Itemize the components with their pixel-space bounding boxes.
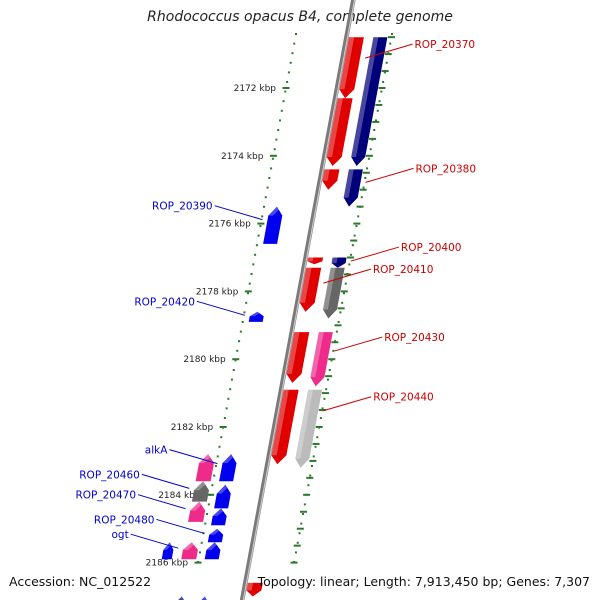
gene-arrow[interactable] xyxy=(326,98,353,166)
gene-label[interactable]: ROP_20400 xyxy=(401,242,462,254)
gene-label-leader xyxy=(130,533,179,549)
gene-track xyxy=(161,37,388,600)
gene-arrow-shine xyxy=(249,311,263,317)
gene-label-leader xyxy=(365,167,414,183)
gene-arrow-shine xyxy=(206,542,220,550)
gene-arrow[interactable] xyxy=(191,481,209,502)
ruler-label: 2176 kbp xyxy=(208,220,251,230)
gene-label[interactable]: ROP_20460 xyxy=(79,469,140,481)
genome-backbone xyxy=(239,0,356,600)
gene-arrow[interactable] xyxy=(188,501,206,522)
gene-arrow-shine xyxy=(216,484,231,494)
gene-label[interactable]: ROP_20420 xyxy=(134,296,195,308)
gene-arrow-shine xyxy=(322,169,330,181)
gene-arrow[interactable] xyxy=(322,169,340,190)
gene-arrow-shine xyxy=(343,169,354,198)
gene-arrow[interactable] xyxy=(343,169,363,207)
gene-arrow-shine xyxy=(182,542,198,550)
gene-labels: ROP_20370 ROP_20380 ROP_20390 ROP_20400 ROP_… xyxy=(75,39,477,549)
gene-arrow-shine xyxy=(310,332,324,378)
gene-arrow[interactable] xyxy=(211,508,227,526)
gene-arrow[interactable] xyxy=(323,267,345,319)
gene-label[interactable]: ogt xyxy=(112,529,129,541)
gene-arrow[interactable] xyxy=(219,454,237,482)
gene-arrow[interactable] xyxy=(161,542,174,560)
ruler-label: 2174 kbp xyxy=(221,152,264,162)
gene-label[interactable]: ROP_20430 xyxy=(384,332,445,344)
gene-label-leader xyxy=(196,300,246,316)
gene-label-leader xyxy=(141,473,190,489)
gene-arrow-shine xyxy=(351,37,379,158)
gene-arrow[interactable] xyxy=(331,257,347,268)
gene-arrow-shine xyxy=(286,332,300,374)
gene-label-leader xyxy=(156,518,205,534)
backbone-line xyxy=(239,0,356,600)
gene-arrow-shine xyxy=(331,257,338,264)
accession-text: Accession: NC_012522 xyxy=(9,574,152,589)
gene-arrow-shine xyxy=(212,508,226,516)
gene-arrow[interactable] xyxy=(207,528,224,543)
ruler-label: 2182 kbp xyxy=(171,423,214,433)
gene-label[interactable]: ROP_20380 xyxy=(416,163,477,175)
gene-arrow[interactable] xyxy=(193,596,210,600)
gene-arrow[interactable] xyxy=(214,484,231,509)
gene-label-leader xyxy=(323,268,371,284)
gene-arrow[interactable] xyxy=(299,267,322,312)
ruler-label: 2180 kbp xyxy=(183,355,226,365)
gene-arrow[interactable] xyxy=(339,37,364,99)
ruler-label: 2186 kbp xyxy=(146,559,189,569)
gene-arrow[interactable] xyxy=(169,596,187,600)
gene-arrow-shine xyxy=(201,596,210,600)
gene-arrow[interactable] xyxy=(181,542,198,560)
gene-arrow[interactable] xyxy=(271,389,299,465)
gene-arrow[interactable] xyxy=(263,206,283,244)
gene-arrow-shine xyxy=(163,542,174,550)
gene-label-leader xyxy=(169,449,218,465)
gene-label-leader xyxy=(334,336,383,352)
gene-arrow-shine xyxy=(326,98,343,157)
gene-arrow-shine xyxy=(307,257,314,262)
gene-arrow-shine xyxy=(323,267,336,310)
gene-arrow-shine xyxy=(268,206,282,216)
gene-arrow-shine xyxy=(339,37,355,90)
gene-arrow-shine xyxy=(209,528,223,535)
gene-arrow[interactable] xyxy=(286,332,310,383)
ruler-label: 2172 kbp xyxy=(234,84,277,94)
gene-arrow-shine xyxy=(194,481,209,491)
gene-arrow-shine xyxy=(246,582,253,591)
gene-arrow[interactable] xyxy=(204,542,221,560)
map-title: Rhodococcus opacus B4, complete genome xyxy=(147,9,453,25)
gene-arrow[interactable] xyxy=(295,389,323,468)
ruler-ticks: 2172 kbp 2174 kbp 2176 kbp 2178 kbp 2180 kbp… xyxy=(146,33,395,569)
gene-label[interactable]: ROP_20480 xyxy=(94,514,155,526)
gene-label[interactable]: ROP_20390 xyxy=(152,201,213,213)
gene-arrow-shine xyxy=(199,454,214,464)
gene-arrow-shine xyxy=(222,454,237,464)
gene-label-leader xyxy=(364,43,413,59)
gene-label-leader xyxy=(214,205,263,221)
gene-arrow[interactable] xyxy=(248,311,264,322)
backbone-highlight xyxy=(242,0,356,600)
gene-label[interactable]: ROP_20410 xyxy=(373,264,434,276)
gene-arrow-shine xyxy=(271,389,289,456)
gene-arrow-shine xyxy=(299,267,312,303)
gene-label-leader xyxy=(323,396,372,412)
ruler-label: 2184 kbp xyxy=(158,491,201,501)
gene-arrow[interactable] xyxy=(351,37,388,167)
gene-arrow[interactable] xyxy=(310,332,333,387)
gene-label[interactable]: ROP_20440 xyxy=(373,392,434,404)
gene-label-leader xyxy=(137,494,186,510)
ruler-label: 2178 kbp xyxy=(196,287,239,297)
gene-arrow-shine xyxy=(190,501,205,511)
topology-summary: Topology: linear; Length: 7,913,450 bp; … xyxy=(257,574,590,589)
gene-arrow[interactable] xyxy=(307,257,324,265)
gene-label-leader xyxy=(350,246,400,262)
gene-label[interactable]: ROP_20370 xyxy=(415,39,476,51)
gene-arrow[interactable] xyxy=(246,582,263,597)
gene-arrow-shine xyxy=(295,389,313,459)
gene-label[interactable]: ROP_20470 xyxy=(75,490,136,502)
gene-arrow-shine xyxy=(178,596,187,600)
gene-label[interactable]: alkA xyxy=(145,445,168,457)
